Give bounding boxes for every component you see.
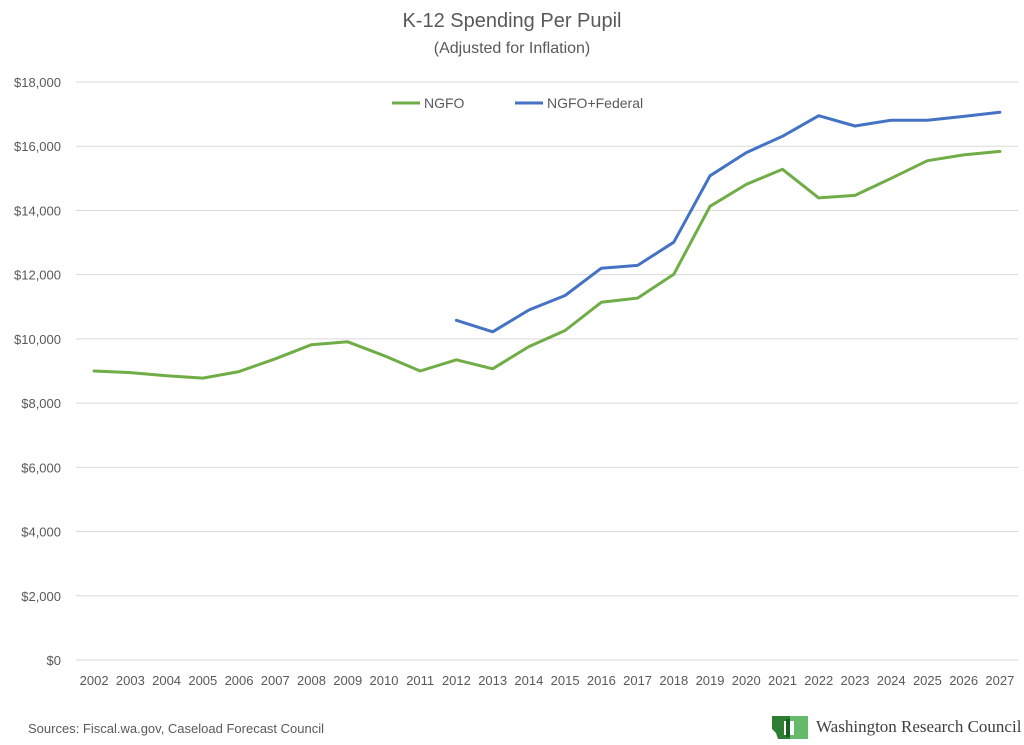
x-axis: 2002 2003 2004 2005 2006 2007 2008 2009 2010 2011… (80, 673, 1015, 688)
x-tick-label: 2020 (732, 673, 761, 688)
y-tick-label: $0 (47, 653, 61, 668)
x-tick-label: 2003 (116, 673, 145, 688)
x-tick-label: 2016 (587, 673, 616, 688)
legend: NGFO NGFO+Federal (392, 95, 643, 111)
y-tick-label: $14,000 (14, 203, 61, 218)
y-tick-label: $16,000 (14, 139, 61, 154)
x-tick-label: 2024 (877, 673, 906, 688)
y-tick-label: $8,000 (21, 396, 61, 411)
y-axis: $0 $2,000 $4,000 $6,000 $8,000 $10,000 $12,000… (14, 75, 61, 668)
x-tick-label: 2014 (514, 673, 543, 688)
x-tick-label: 2026 (949, 673, 978, 688)
grid-lines (76, 81, 1018, 661)
x-tick-label: 2010 (370, 673, 399, 688)
legend-label: NGFO (424, 95, 465, 111)
y-tick-label: $10,000 (14, 332, 61, 347)
x-tick-label: 2006 (225, 673, 254, 688)
y-tick-label: $18,000 (14, 75, 61, 90)
chart-subtitle: (Adjusted for Inflation) (433, 40, 591, 57)
x-tick-label: 2019 (696, 673, 725, 688)
x-tick-label: 2012 (442, 673, 471, 688)
x-tick-label: 2022 (804, 673, 833, 688)
x-tick-label: 2009 (333, 673, 362, 688)
x-tick-label: 2017 (623, 673, 652, 688)
y-tick-label: $12,000 (14, 268, 61, 283)
x-tick-label: 2023 (841, 673, 870, 688)
x-tick-label: 2004 (152, 673, 181, 688)
series-line-ngfo-federal (454, 110, 1002, 334)
x-tick-label: 2025 (913, 673, 942, 688)
x-tick-label: 2007 (261, 673, 290, 688)
y-tick-label: $4,000 (21, 525, 61, 540)
x-tick-label: 2013 (478, 673, 507, 688)
x-tick-label: 2002 (80, 673, 109, 688)
x-tick-label: 2011 (406, 673, 434, 688)
series-lines (92, 110, 1002, 380)
x-tick-label: 2005 (188, 673, 217, 688)
source-note: Sources: Fiscal.wa.gov, Caseload Forecas… (28, 721, 324, 736)
logo-text: Washington Research Council (816, 717, 1022, 736)
x-tick-label: 2021 (768, 673, 797, 688)
chart-title: K-12 Spending Per Pupil (402, 10, 622, 32)
x-tick-label: 2008 (297, 673, 326, 688)
series-line-ngfo (92, 149, 1002, 380)
x-tick-label: 2015 (551, 673, 580, 688)
x-tick-label: 2027 (985, 673, 1014, 688)
y-tick-label: $6,000 (21, 460, 61, 475)
washington-state-logo-icon (772, 716, 808, 739)
legend-label: NGFO+Federal (547, 95, 643, 111)
y-tick-label: $2,000 (21, 589, 61, 604)
x-tick-label: 2018 (659, 673, 688, 688)
wrc-logo: Washington Research Council (770, 712, 1021, 742)
